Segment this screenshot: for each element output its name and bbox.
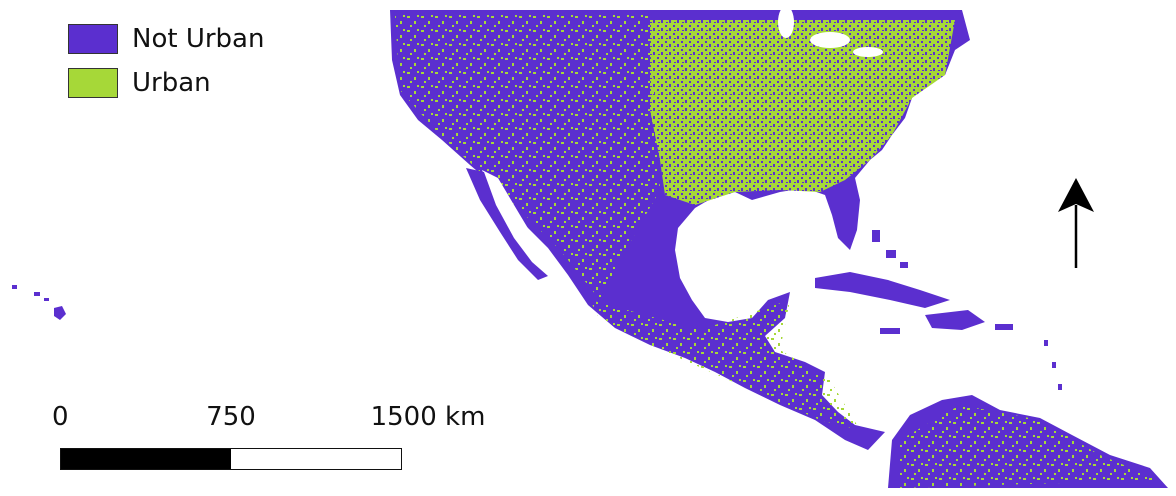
bahamas-island [900,262,908,268]
bahamas-island [886,250,896,258]
western-urban-speckle [395,15,660,300]
scale-bar-white-segment [231,449,401,469]
lesser-antilles-island [1044,340,1048,346]
central-america-urban-speckle [590,300,860,430]
gulf-of-california [482,170,545,268]
jamaica-island [880,328,900,334]
urban-swatch [68,68,118,98]
bahamas-island [872,230,880,242]
hispaniola-island [925,310,985,330]
scale-bar [60,448,402,470]
map-legend: Not Urban Urban [68,22,264,110]
great-lake [810,32,850,48]
legend-label-urban: Urban [132,68,211,98]
hawaii-island [34,292,40,296]
scale-tick-0: 0 [52,402,69,432]
scale-tick-1500-km: 1500 km [370,402,486,432]
hawaii-island [12,285,17,289]
north-arrow-icon [1058,178,1094,268]
legend-label-not-urban: Not Urban [132,24,265,54]
eastern-urban-belt [650,20,955,205]
lesser-antilles-island [1052,362,1056,368]
scale-tick-750: 750 [206,402,256,432]
not-urban-swatch [68,24,118,54]
great-lake [853,47,883,57]
legend-item-urban: Urban [68,66,264,100]
cuba-island [815,272,950,308]
hawaii-big-island [54,306,66,320]
hawaii-island [44,298,49,301]
south-america-urban-speckle [900,405,1160,488]
legend-item-not-urban: Not Urban [68,22,264,56]
great-lake [778,6,794,38]
scale-bar-black-segment [61,449,231,469]
puerto-rico-island [995,324,1013,330]
lesser-antilles-island [1058,384,1062,390]
baja-california [466,168,548,280]
